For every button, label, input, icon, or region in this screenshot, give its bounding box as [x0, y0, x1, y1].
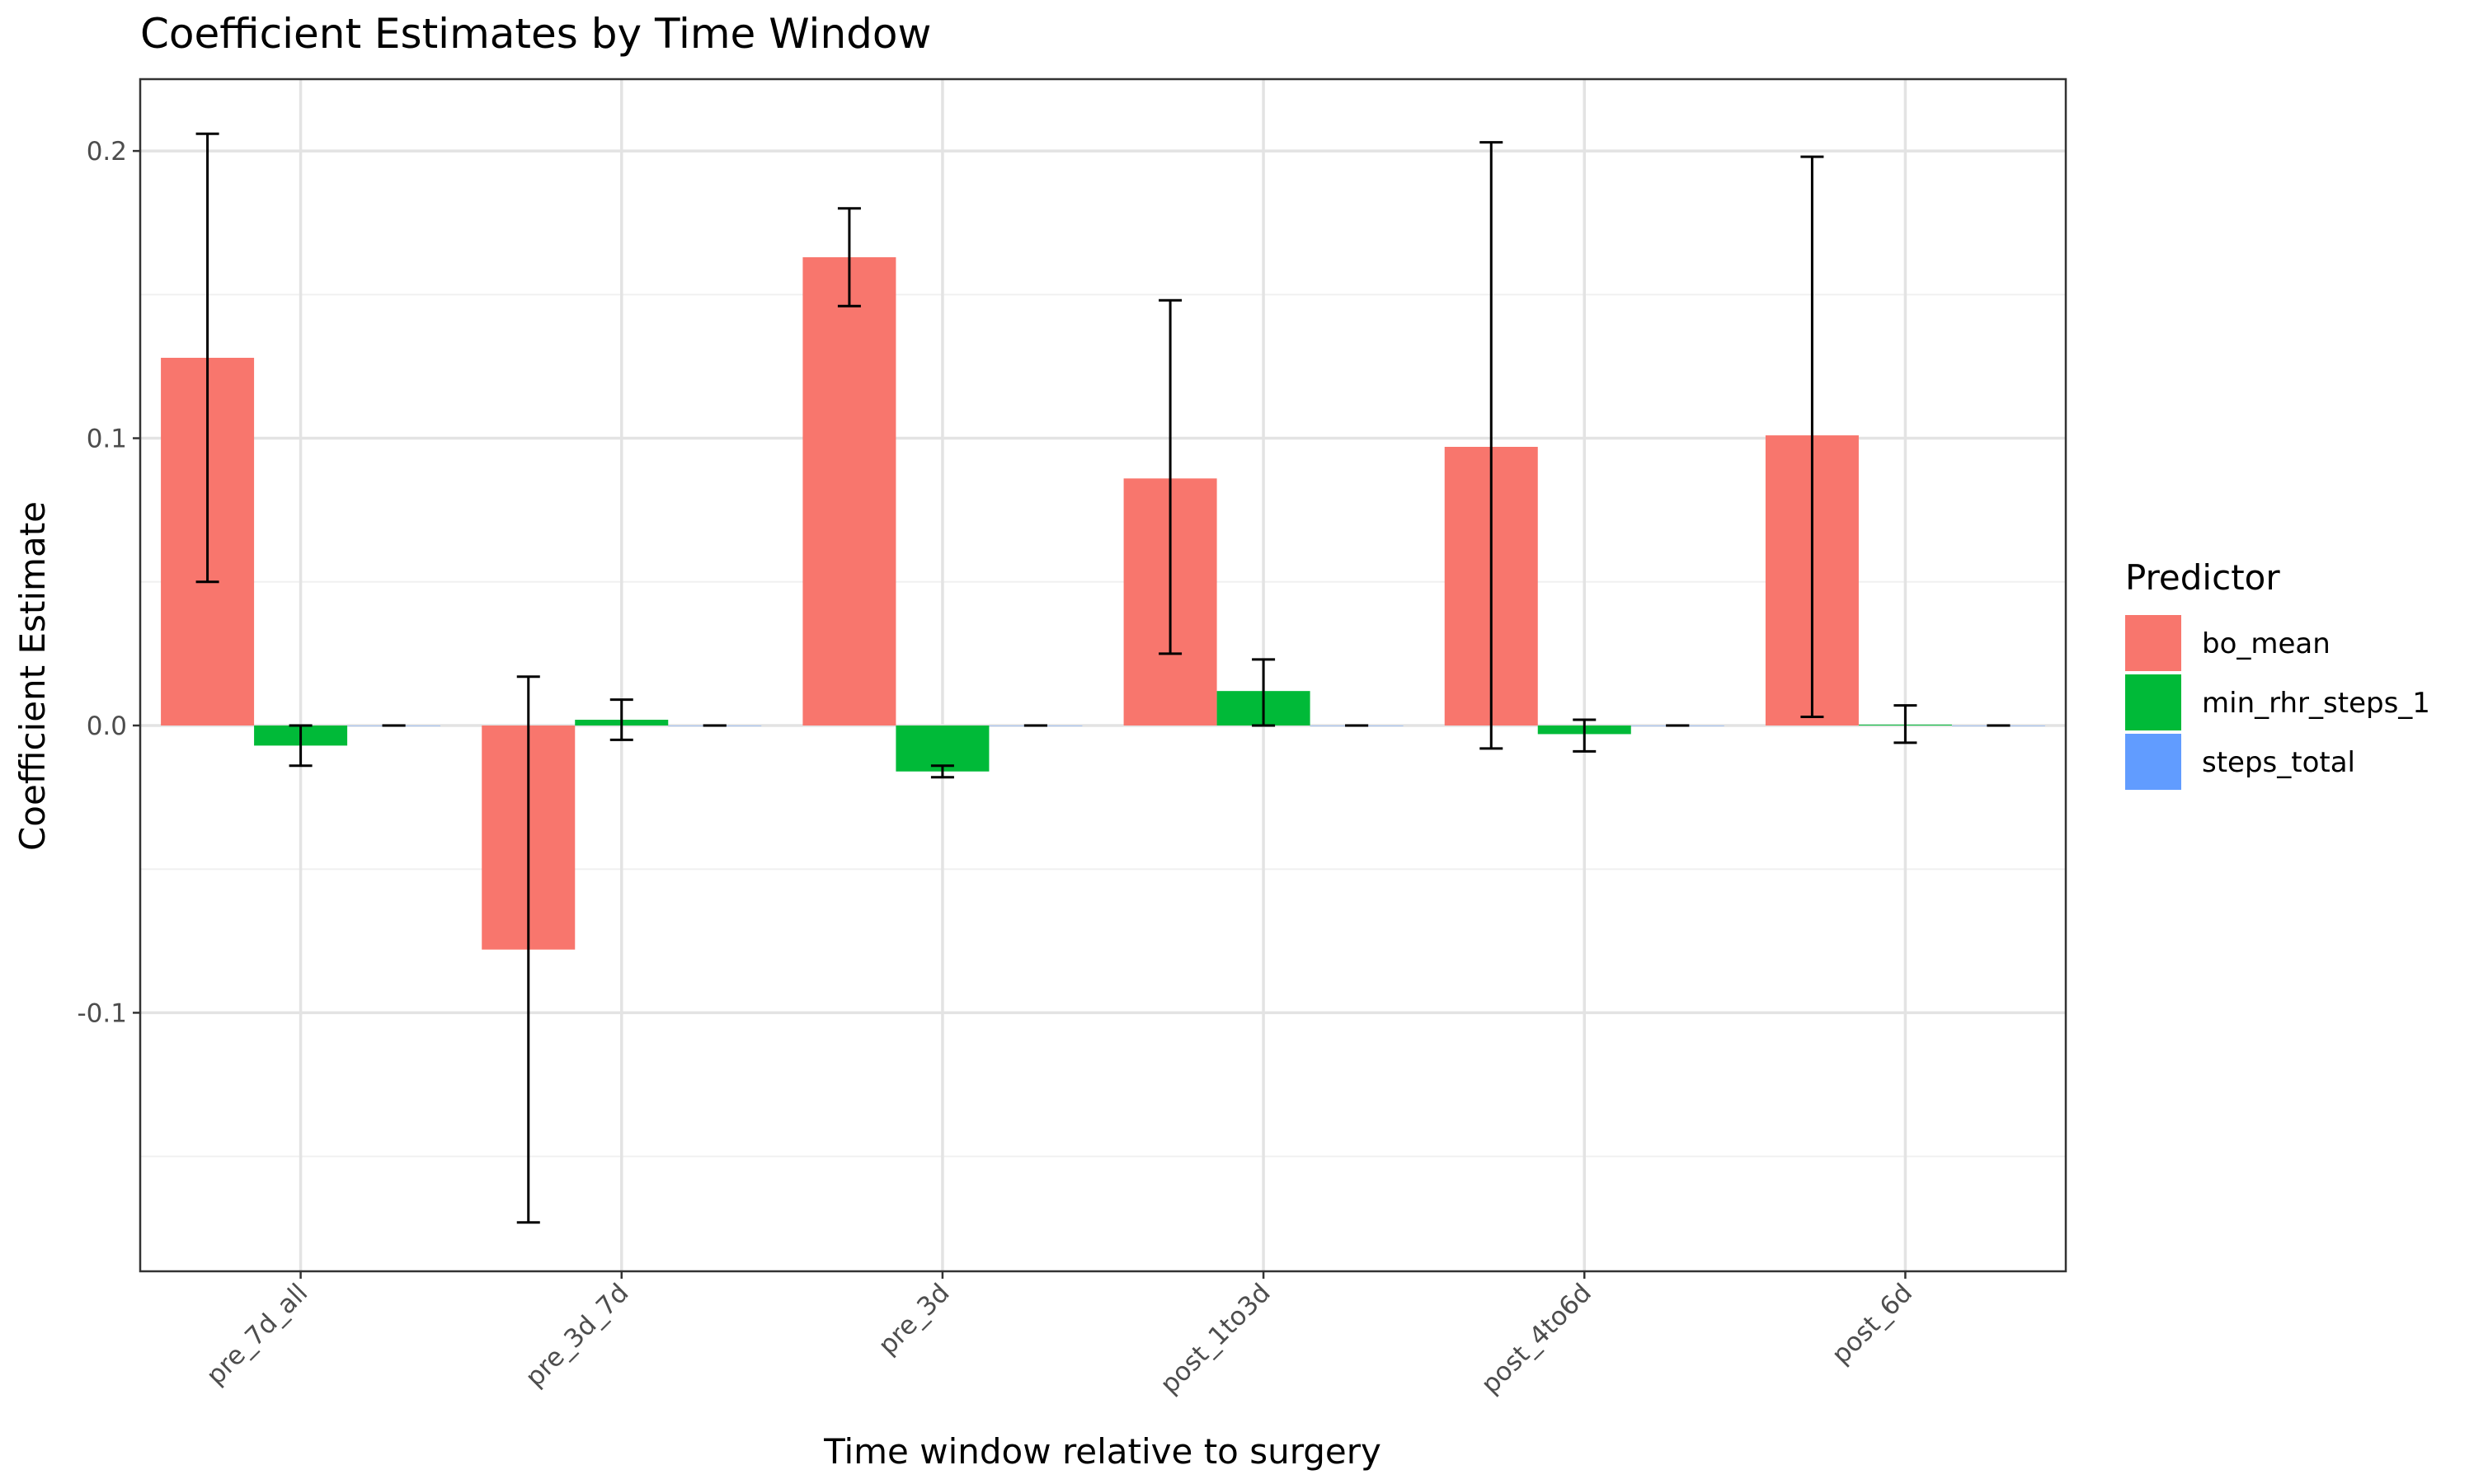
x-tick-label: post_6d — [1826, 1278, 1918, 1370]
errorbar-min_rhr_steps_1-post_6d — [1893, 704, 1917, 744]
error-bars — [195, 132, 2011, 1224]
errorbar-bo_mean-pre_3d — [837, 207, 861, 308]
errorbar-bo_mean-post_1to3d — [1159, 298, 1183, 655]
x-tick-label: post_1to3d — [1155, 1278, 1277, 1400]
bar-min_rhr_steps_1-pre_3d — [896, 725, 990, 772]
legend-label-min_rhr_steps_1: min_rhr_steps_1 — [2202, 687, 2430, 720]
errorbar-bo_mean-post_4to6d — [1479, 141, 1503, 750]
y-axis-title: Coefficient Estimate — [12, 501, 53, 851]
legend-key-bo_mean — [2125, 615, 2181, 671]
y-tick-label: 0.1 — [87, 425, 127, 454]
panel-border — [139, 77, 2067, 1273]
errorbar-min_rhr_steps_1-pre_7d_all — [289, 724, 313, 768]
legend-key-min_rhr_steps_1 — [2125, 674, 2181, 730]
plot-border — [139, 77, 2067, 1273]
legend-label-bo_mean: bo_mean — [2202, 627, 2331, 660]
errorbar-min_rhr_steps_1-post_4to6d — [1573, 718, 1597, 753]
y-tick-label: -0.1 — [78, 998, 128, 1028]
y-tick-label: 0.0 — [87, 711, 127, 741]
y-axis-ticks: -0.1 0.0 0.1 0.2 — [78, 137, 140, 1028]
errorbar-min_rhr_steps_1-pre_3d — [930, 764, 954, 779]
x-tick-label: pre_7d_all — [200, 1278, 313, 1391]
legend: Predictor bo_mean min_rhr_steps_1 steps_to… — [2125, 557, 2430, 790]
errorbar-min_rhr_steps_1-post_1to3d — [1252, 658, 1276, 727]
errorbar-min_rhr_steps_1-pre_3d_7d — [609, 698, 633, 741]
legend-label-steps_total: steps_total — [2202, 746, 2355, 779]
plot-background — [140, 79, 2066, 1271]
x-tick-label: pre_3d — [872, 1278, 955, 1360]
chart-title: Coefficient Estimates by Time Window — [140, 10, 931, 58]
legend-title: Predictor — [2125, 557, 2280, 598]
plot-panel — [140, 79, 2066, 1271]
x-axis-ticks: pre_7d_all pre_3d_7d pre_3d post_1to3d post_… — [200, 1271, 1918, 1400]
errorbar-bo_mean-post_6d — [1800, 155, 1824, 719]
x-tick-label: pre_3d_7d — [520, 1278, 634, 1392]
errorbar-bo_mean-pre_7d_all — [195, 132, 219, 584]
y-tick-label: 0.2 — [87, 137, 127, 167]
x-axis-title: Time window relative to surgery — [823, 1431, 1381, 1472]
x-tick-label: post_4to6d — [1475, 1278, 1597, 1400]
gridlines — [140, 79, 2066, 1271]
errorbar-bo_mean-pre_3d_7d — [516, 675, 540, 1224]
legend-key-steps_total — [2125, 734, 2181, 790]
bar-bo_mean-pre_3d — [802, 257, 896, 726]
